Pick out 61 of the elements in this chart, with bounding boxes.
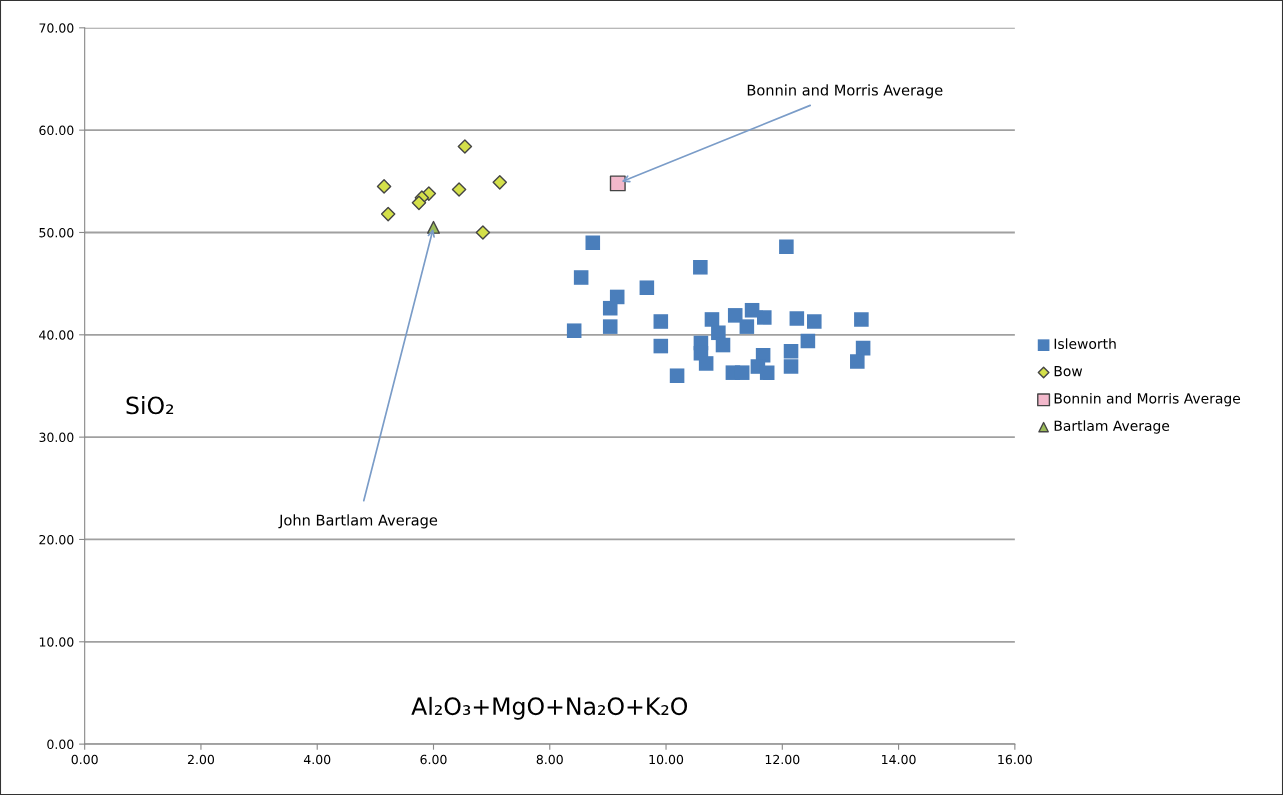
point [573,270,589,285]
point [734,365,750,380]
legend-label: Bow [1054,366,1083,377]
x-tick-label: 4.00 [303,754,331,765]
point [704,312,720,327]
y-tick-label: 30.00 [39,432,74,443]
point [711,325,726,341]
x-tick-label: 2.00 [187,754,215,765]
point [783,343,799,359]
y-tick-label: 20.00 [39,534,74,545]
point [639,280,655,296]
x-tick-label: 10.00 [649,754,684,765]
point [854,312,869,327]
x-tick-label: 16.00 [998,754,1032,765]
point [653,338,669,354]
point [653,314,669,329]
y-tick-label: 50.00 [39,227,74,238]
point [585,235,601,250]
point [850,354,865,369]
y-tick-label: 60.00 [39,125,74,136]
point [376,179,392,194]
point [783,359,799,374]
legend-label: Bonnin and Morris Average [1054,392,1241,407]
point [757,310,772,325]
x-tick-label: 0.00 [71,754,98,765]
point [727,308,743,323]
x-tick-label: 12.00 [765,754,800,765]
annotation: Bonnin and Morris Average [747,84,943,99]
y-tick-label: 40.00 [39,330,74,340]
point [457,139,473,154]
point [744,302,760,318]
point [451,182,467,197]
point [739,319,755,334]
y-axis-title: SiO₂ [126,396,174,415]
annotation: John Bartlam Average [278,514,438,529]
y-tick-label: 0.00 [47,739,74,750]
legend-label: Bartlam Average [1054,420,1170,434]
y-tick-label: 70.00 [39,23,74,33]
point [380,206,396,222]
point [698,356,714,371]
point [566,323,582,338]
point [411,195,427,211]
point [602,319,618,334]
point [669,368,685,384]
point [800,333,816,349]
x-tick-label: 14.00 [882,754,916,765]
legend-label: Isleworth [1054,338,1116,350]
point [475,225,491,240]
point [779,239,794,255]
x-tick-label: 6.00 [420,754,447,765]
point [602,300,618,316]
point [807,314,822,329]
point [715,337,731,353]
point [492,175,508,190]
x-tick-label: 8.00 [536,754,563,765]
point [789,311,805,326]
y-tick-label: 10.00 [39,637,74,647]
point [693,259,708,275]
point [609,175,626,192]
point [759,365,775,380]
x-axis-title: Al₂O₃+MgO+Na₂O+K₂O [411,696,688,720]
